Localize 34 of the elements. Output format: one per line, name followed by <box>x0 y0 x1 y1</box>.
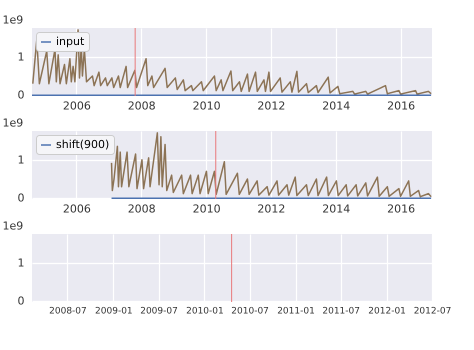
x-tick-label: 2012 <box>257 100 286 112</box>
y-tick-label: 0 <box>18 88 24 102</box>
line-series <box>32 29 432 95</box>
legend-label: input <box>56 35 85 48</box>
x-tick-label: 2008-07 <box>49 306 87 316</box>
line-series <box>110 132 432 198</box>
x-tick-label: 2010-07 <box>231 306 269 316</box>
x-tick-label: 2010-01 <box>186 306 224 316</box>
x-tick-label: 2009-01 <box>95 306 133 316</box>
x-tick-label: 2008 <box>128 202 156 216</box>
x-tick-label: 2008 <box>128 100 156 112</box>
y-tick-label: 1 <box>18 256 24 270</box>
y-axis-title: 1e9 <box>2 14 24 26</box>
x-tick-label: 2014 <box>322 202 350 216</box>
y-axis-title: 1e9 <box>2 116 24 130</box>
x-tick-label: 2012-01 <box>368 306 406 316</box>
x-tick-label: 2016 <box>387 100 416 112</box>
x-tick-label: 2011-07 <box>322 306 360 316</box>
x-tick-label: 2012-07 <box>414 306 452 316</box>
x-tick-label: 2011-01 <box>277 306 315 316</box>
x-tick-label: 2012 <box>257 202 286 216</box>
legend-label: shift(900) <box>56 138 110 151</box>
x-tick-label: 2014 <box>322 100 350 112</box>
y-tick-label: 0 <box>18 192 24 205</box>
y-tick-label: 1 <box>18 50 24 64</box>
x-tick-label: 2006 <box>62 100 91 112</box>
x-tick-label: 2010 <box>192 202 221 216</box>
x-tick-label: 2010 <box>192 100 221 112</box>
y-tick-label: 0 <box>18 294 24 308</box>
x-tick-label: 2006 <box>62 202 91 216</box>
x-tick-label: 2009-07 <box>140 306 178 316</box>
y-axis-title: 1e9 <box>2 220 24 232</box>
y-tick-label: 1 <box>18 153 24 166</box>
x-tick-label: 2016 <box>387 202 416 216</box>
